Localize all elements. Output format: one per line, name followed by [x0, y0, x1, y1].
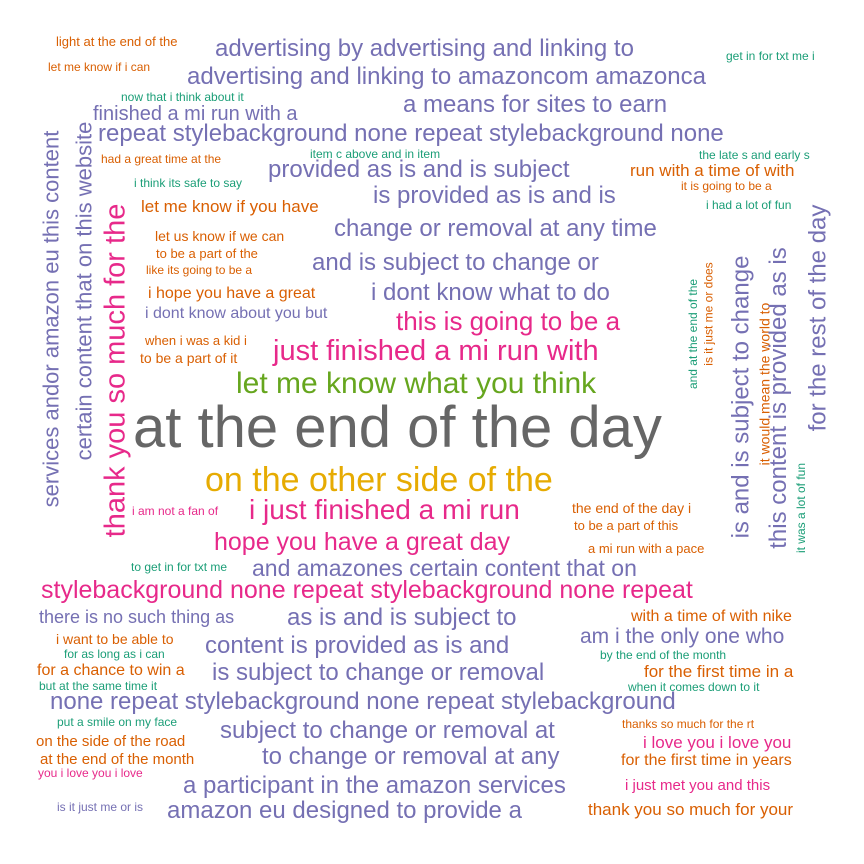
- phrase: i dont know about you but: [145, 305, 328, 322]
- phrase: as is and is subject to: [287, 604, 517, 631]
- phrase: and amazones certain content that on: [252, 555, 637, 581]
- phrase: thank you so much for your: [588, 800, 794, 819]
- phrase: item c above and in item: [310, 147, 441, 161]
- phrase: a mi run with a pace: [588, 541, 705, 556]
- phrase: let me know what you think: [236, 367, 597, 400]
- phrase: thank you so much for the: [99, 203, 132, 537]
- phrase: subject to change or removal at: [220, 717, 555, 744]
- phrase: on the other side of the: [205, 461, 553, 499]
- phrase: to be a part of the: [156, 246, 258, 261]
- phrase: let me know if you have: [141, 197, 319, 216]
- phrase: on the side of the road: [36, 733, 186, 750]
- phrase: just finished a mi run with: [273, 335, 599, 367]
- phrase: and is subject to change or: [312, 249, 599, 276]
- phrase: the end of the day i: [572, 500, 692, 516]
- phrase: for the rest of the day: [803, 204, 831, 432]
- phrase: services andor amazon eu this content: [37, 130, 63, 508]
- phrase: get in for txt me i: [726, 49, 815, 63]
- phrase: i just finished a mi run: [249, 494, 520, 525]
- phrase: a means for sites to earn: [403, 91, 668, 118]
- phrase: i hope you have a great: [148, 285, 316, 302]
- phrase: for as long as i can: [64, 647, 165, 661]
- phrase: light at the end of the: [56, 34, 178, 49]
- phrase: you i love you i love: [38, 766, 143, 780]
- phrase: is it just me or is: [57, 800, 144, 814]
- phrase: none repeat stylebackground none repeat …: [50, 688, 676, 715]
- phrase: thanks so much for the rt: [622, 717, 755, 731]
- phrase: advertising and linking to amazoncom ama…: [187, 63, 706, 90]
- phrase: put a smile on my face: [57, 715, 178, 729]
- phrase: stylebackground none repeat stylebackgro…: [41, 576, 693, 604]
- phrase: to change or removal at any: [262, 743, 560, 770]
- phrase: i love you i love you: [643, 733, 792, 752]
- phrase: with a time of with nike: [631, 608, 792, 625]
- phrase: is provided as is and is: [373, 182, 616, 209]
- phrase: to be a part of it: [140, 350, 238, 366]
- phrase: i just met you and this: [625, 777, 771, 794]
- phrase: at the end of the month: [40, 751, 195, 768]
- phrase: had a great time at the: [101, 152, 222, 166]
- phrase: when it comes down to it: [628, 680, 760, 694]
- phrase: provided as is and is subject: [268, 156, 570, 183]
- phrase: for the first time in a: [644, 662, 794, 681]
- phrase: but at the same time it: [39, 679, 158, 693]
- phrase: this content is provided as is: [764, 247, 792, 549]
- phrase: finished a mi run with a: [93, 103, 298, 125]
- phrase: change or removal at any time: [334, 215, 657, 242]
- phrase: for the first time in years: [621, 752, 792, 769]
- phrase: by the end of the month: [600, 648, 727, 662]
- phrase: is and is subject to change: [726, 255, 754, 539]
- phrase: i am not a fan of: [132, 504, 219, 518]
- phrase: there is no such thing as: [39, 607, 235, 627]
- phrase: advertising by advertising and linking t…: [215, 35, 634, 62]
- phrase: this is going to be a: [396, 306, 621, 336]
- phrase: certain content that on this website: [70, 121, 96, 461]
- phrase: it is going to be a: [681, 179, 772, 193]
- phrase: at the end of the day: [133, 395, 662, 460]
- phrase: it was a lot of fun: [794, 462, 809, 554]
- phrase: run with a time of with: [630, 161, 795, 180]
- phrase: the late s and early s: [699, 148, 810, 162]
- phrase: i want to be able to: [56, 631, 174, 647]
- phrase: and at the end of the: [686, 278, 701, 390]
- phrase: let us know if we can: [155, 228, 285, 244]
- phrase: is subject to change or removal: [212, 659, 545, 686]
- phrase: hope you have a great day: [214, 528, 511, 556]
- phrase: i dont know what to do: [371, 279, 610, 306]
- phrase: for a chance to win a: [37, 662, 185, 679]
- phrase: a participant in the amazon services: [183, 772, 566, 799]
- phrase: i think its safe to say: [134, 176, 243, 190]
- phrase: now that i think about it: [121, 90, 244, 104]
- phrase: let me know if i can: [48, 60, 151, 74]
- phrase: when i was a kid i: [145, 333, 247, 348]
- phrase: i had a lot of fun: [706, 198, 792, 212]
- phrase: am i the only one who: [580, 625, 785, 648]
- phrase: to get in for txt me: [131, 560, 228, 574]
- phrase: like its going to be a: [146, 263, 253, 277]
- phrase: to be a part of this: [574, 518, 679, 533]
- phrase: amazon eu designed to provide a: [167, 797, 522, 824]
- phrase: is it just me or does: [701, 262, 716, 366]
- phrase: repeat stylebackground none repeat style…: [98, 120, 724, 147]
- phrase: content is provided as is and: [205, 632, 510, 659]
